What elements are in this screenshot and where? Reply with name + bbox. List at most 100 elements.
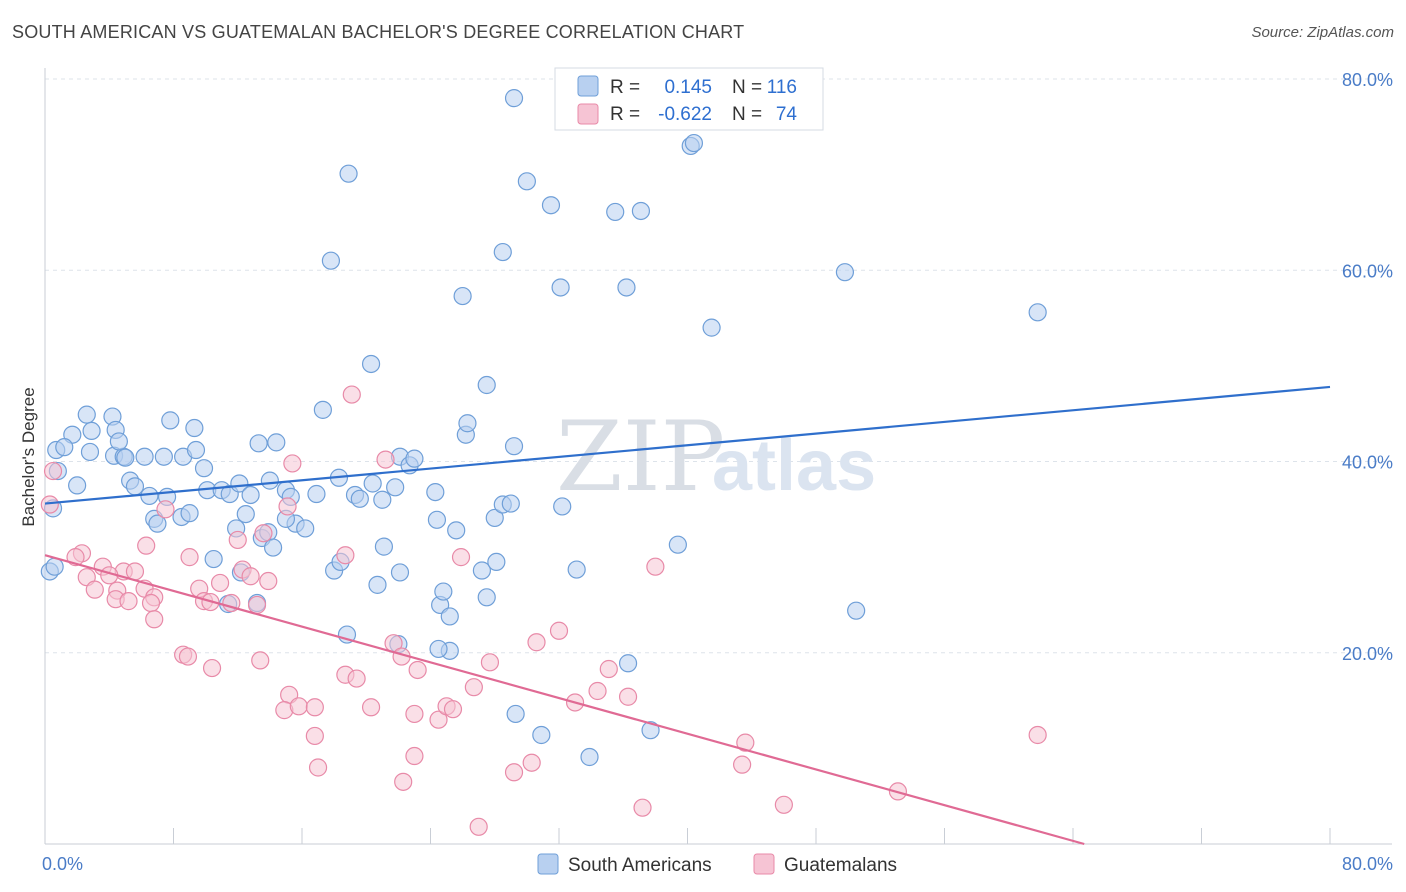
guatemalan-point-24 <box>228 530 247 550</box>
guatemalan-point-38 <box>376 450 395 469</box>
guatemalan-point-60 <box>588 681 607 701</box>
guatemalan-point-63 <box>646 557 665 576</box>
south-american-point-17 <box>477 375 496 395</box>
south-american-point-112 <box>45 557 64 576</box>
south-american-point-103 <box>580 747 599 767</box>
south-american-point-49 <box>230 474 249 493</box>
south-american-point-27 <box>82 421 101 440</box>
legend-n-value-1: 116 <box>767 77 797 98</box>
x-tick-label-0: 0.0% <box>42 854 83 874</box>
south-american-point-85 <box>374 537 394 556</box>
guatemalan-point-54 <box>443 700 463 719</box>
south-american-point-87 <box>368 575 387 594</box>
guatemalan-point-74 <box>469 817 488 836</box>
south-american-point-98 <box>668 535 687 554</box>
guatemalan-point-17 <box>156 500 175 519</box>
south-american-point-41 <box>109 432 128 451</box>
guatemalan-point-69 <box>405 746 424 766</box>
south-american-point-65 <box>427 510 447 529</box>
south-american-point-16 <box>361 354 381 374</box>
guatemalan-point-37 <box>342 385 361 404</box>
guatemalan-point-55 <box>464 678 483 697</box>
south-american-point-99 <box>567 560 586 579</box>
south-american-point-74 <box>180 504 199 523</box>
south-american-point-36 <box>154 447 173 466</box>
guatemalan-point-64 <box>736 733 755 752</box>
y-tick-label-3: 80.0% <box>1342 70 1393 90</box>
guatemalan-point-26 <box>241 567 260 586</box>
south-american-point-69 <box>501 494 520 513</box>
south-american-point-13 <box>835 263 855 282</box>
guatemalan-point-47 <box>361 698 381 717</box>
axes <box>44 68 1392 845</box>
guatemalan-point-32 <box>251 651 270 670</box>
guatemalan-point-65 <box>733 755 752 774</box>
south-american-point-59 <box>373 490 392 509</box>
south-american-point-43 <box>125 477 145 496</box>
guatemalan-point-35 <box>178 647 198 666</box>
watermark-atlas: atlas <box>712 426 876 506</box>
guatemalan-point-75 <box>308 758 328 777</box>
grid-lines <box>45 78 1392 654</box>
south-american-point-9 <box>493 242 512 262</box>
south-american-point-7 <box>684 133 704 153</box>
guatemalan-point-58 <box>549 621 569 640</box>
legend-r-label-1: R = <box>610 77 640 98</box>
south-american-point-66 <box>447 521 466 540</box>
x-tick-labels: 0.0% 80.0% <box>42 854 1393 874</box>
legend-r-label-2: R = <box>610 104 640 125</box>
guatemalan-point-18 <box>180 548 199 567</box>
south-american-point-51 <box>260 471 279 490</box>
south-american-point-81 <box>263 538 283 557</box>
south-american-point-21 <box>161 411 180 430</box>
south-american-point-24 <box>249 434 268 453</box>
south-american-point-40 <box>194 459 214 478</box>
south-american-point-95 <box>429 639 448 659</box>
y-tick-label-0: 20.0% <box>1342 644 1393 664</box>
guatemalan-point-36 <box>145 610 164 629</box>
south-american-point-12 <box>617 278 636 297</box>
y-tick-label-2: 60.0% <box>1342 261 1393 281</box>
south-american-point-35 <box>135 447 154 466</box>
y-axis-label: Bachelor's Degree <box>19 387 38 526</box>
x-tick-label-1: 80.0% <box>1342 854 1393 874</box>
south-american-point-90 <box>434 582 453 601</box>
legend-r-value-2: -0.622 <box>658 104 712 125</box>
guatemalan-point-52 <box>429 710 448 729</box>
guatemalan-point-68 <box>1028 725 1047 745</box>
bottom-legend-south-americans: South Americans <box>568 855 712 876</box>
south-american-point-93 <box>477 588 496 607</box>
guatemalan-point-0 <box>43 461 63 481</box>
south-american-point-5 <box>631 201 651 221</box>
guatemalan-point-76 <box>305 726 324 746</box>
guatemalan-point-57 <box>527 633 546 652</box>
series-south-americans <box>40 89 1047 767</box>
south-americans-trend-line <box>44 385 1331 505</box>
south-american-point-18 <box>313 400 332 419</box>
south-american-point-26 <box>504 437 524 456</box>
south-american-point-105 <box>847 601 866 620</box>
guatemalan-point-72 <box>522 753 541 772</box>
guatemalan-point-16 <box>137 536 156 555</box>
guatemalan-point-1 <box>40 495 59 514</box>
south-american-point-23 <box>458 414 477 433</box>
source-label: Source: ZipAtlas.com <box>1251 24 1394 41</box>
legend-swatch-south-americans <box>577 75 599 97</box>
guatemalan-point-70 <box>394 772 413 791</box>
south-american-point-80 <box>296 519 315 538</box>
south-american-point-0 <box>504 89 524 108</box>
legend-swatch-guatemalans <box>577 103 599 125</box>
guatemalan-point-22 <box>210 573 230 593</box>
guatemalans-trend-line <box>44 554 1085 846</box>
south-american-point-86 <box>390 563 410 582</box>
guatemalan-point-33 <box>202 658 222 678</box>
watermark-zip: ZIP <box>556 401 725 513</box>
guatemalan-point-31 <box>278 497 297 516</box>
south-american-point-50 <box>241 485 260 505</box>
south-american-point-1 <box>339 164 358 183</box>
south-american-point-31 <box>55 438 74 457</box>
guatemalan-point-51 <box>405 704 424 724</box>
south-american-point-25 <box>267 433 286 452</box>
south-american-point-113 <box>116 448 135 467</box>
